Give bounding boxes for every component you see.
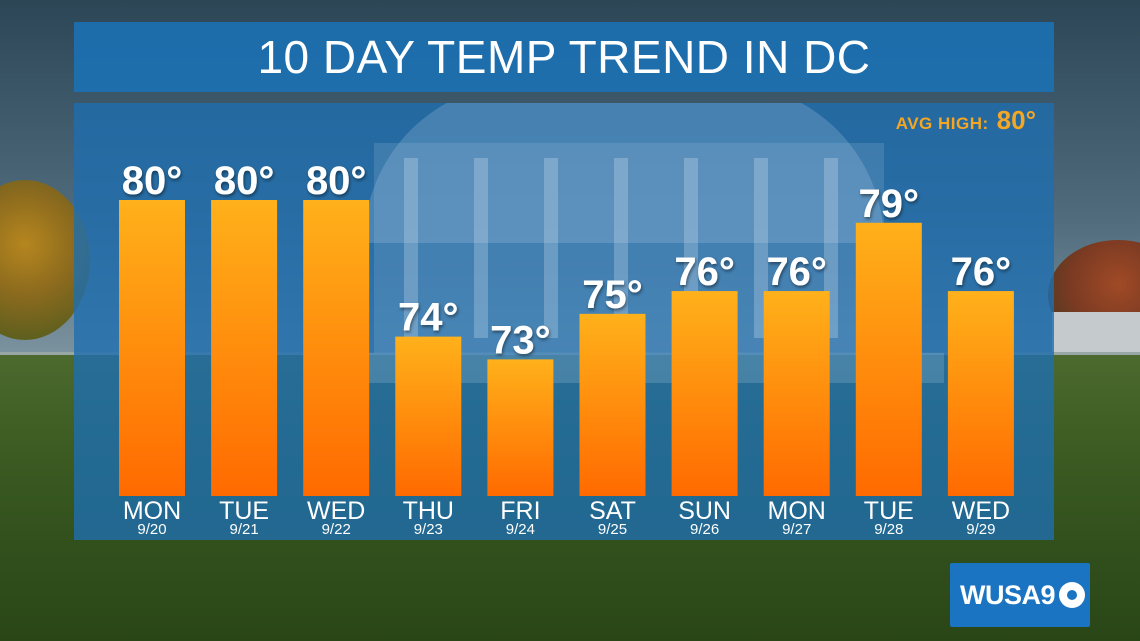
bar-value-label: 76° <box>951 250 1012 294</box>
bar-value-label: 73° <box>490 318 551 362</box>
day-label: TUE <box>219 497 269 525</box>
memorial-column <box>614 158 628 338</box>
cbs-eye-icon <box>1059 582 1086 608</box>
avg-high-value: 80° <box>996 105 1036 135</box>
avg-high-label: AVG HIGH: <box>895 114 989 133</box>
logo-text: WUSA9 <box>960 579 1056 610</box>
bar-value-label: 80° <box>122 159 183 203</box>
bar-value-label: 74° <box>398 296 459 340</box>
temperature-bar-chart: 80°MON9/2080°TUE9/2180°WED9/2274°THU9/23… <box>119 159 1014 538</box>
bar-sat-9-25 <box>579 313 646 496</box>
bar-value-label: 80° <box>306 159 367 203</box>
station-logo: WUSA9 <box>950 563 1090 627</box>
day-label: SAT <box>589 497 636 525</box>
day-label: MON <box>768 497 826 525</box>
date-label: 9/27 <box>782 521 811 538</box>
bar-value-label: 76° <box>766 250 827 294</box>
day-label: THU <box>403 497 454 525</box>
day-label: WED <box>952 497 1010 525</box>
bar-wed-9-22 <box>303 200 370 496</box>
memorial-column <box>544 158 558 338</box>
date-label: 9/29 <box>966 521 995 538</box>
bar-value-label: 76° <box>674 250 735 294</box>
date-label: 9/28 <box>874 521 903 538</box>
memorial-column <box>404 158 418 338</box>
date-label: 9/22 <box>322 521 351 538</box>
bar-wed-9-29 <box>947 291 1014 496</box>
bar-thu-9-23 <box>395 336 462 496</box>
date-label: 9/21 <box>229 521 258 538</box>
day-label: MON <box>123 497 181 525</box>
avg-high-readout: AVG HIGH: 80° <box>896 105 1036 136</box>
bar-value-label: 75° <box>582 273 643 317</box>
bar-sun-9-26 <box>671 291 738 496</box>
day-label: SUN <box>678 497 731 525</box>
date-label: 9/23 <box>414 521 443 538</box>
bar-fri-9-24 <box>487 359 554 496</box>
bar-mon-9-20 <box>119 200 185 496</box>
date-label: 9/25 <box>598 521 627 538</box>
chart-panel: AVG HIGH: 80° 80° MON 9/20 80° TUE 9/21 80° WED… <box>74 103 1054 540</box>
bar-value-label: 80° <box>214 159 275 203</box>
background-wall <box>1052 312 1140 352</box>
date-label: 9/26 <box>690 521 719 538</box>
title-banner: 10 DAY TEMP TREND IN DC <box>74 22 1054 92</box>
memorial-column <box>474 158 488 338</box>
bar-tue-9-21 <box>211 200 278 496</box>
day-label: TUE <box>864 497 914 525</box>
bar-tue-9-28 <box>855 222 922 496</box>
bar-mon-9-27 <box>763 291 830 496</box>
date-label: 9/20 <box>137 521 166 538</box>
date-label: 9/24 <box>506 521 535 538</box>
day-label: FRI <box>500 497 540 525</box>
chart-title: 10 DAY TEMP TREND IN DC <box>257 31 871 83</box>
memorial-dome-silhouette <box>364 103 884 243</box>
bar-value-label: 79° <box>859 182 920 226</box>
day-label: WED <box>307 497 365 525</box>
